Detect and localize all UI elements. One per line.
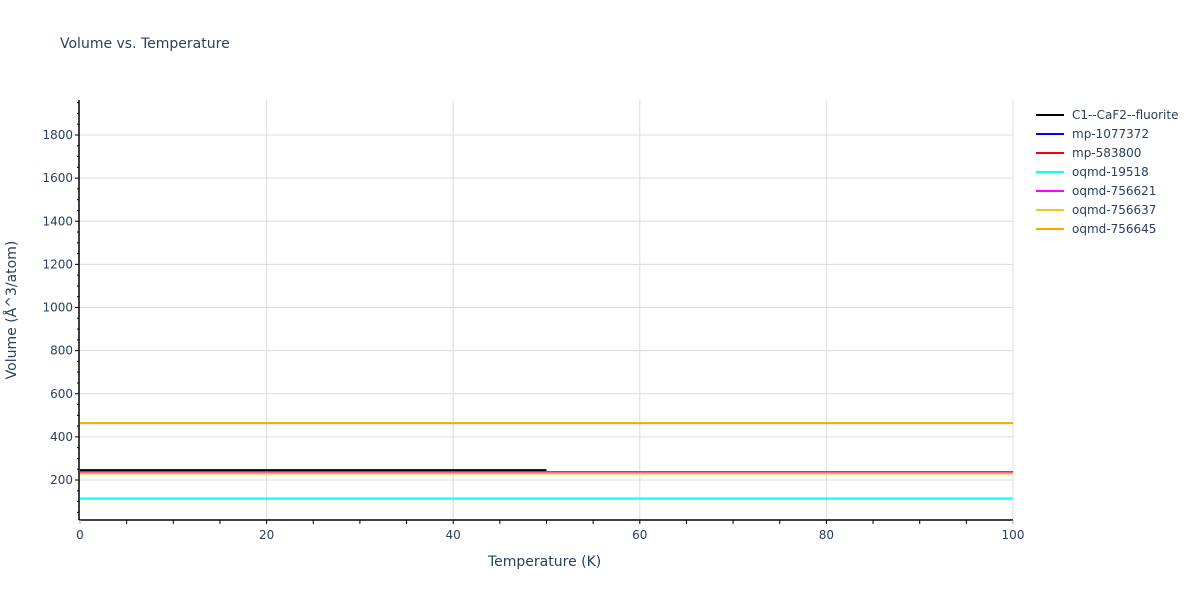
- x-tick-label: 80: [819, 528, 834, 542]
- legend: C1--CaF2--fluorite mp-1077372 mp-583800 …: [1036, 105, 1178, 238]
- legend-label: mp-583800: [1072, 145, 1142, 160]
- legend-item-c1-caf2-fluorite[interactable]: C1--CaF2--fluorite: [1036, 105, 1178, 124]
- chart-title: Volume vs. Temperature: [60, 36, 230, 52]
- legend-swatch: [1036, 151, 1064, 154]
- y-tick-label: 1600: [42, 171, 73, 185]
- x-tick-label: 40: [446, 528, 461, 542]
- legend-swatch: [1036, 189, 1064, 192]
- legend-label: mp-1077372: [1072, 126, 1150, 141]
- y-tick-label: 1400: [42, 214, 73, 228]
- y-tick-label: 1200: [42, 257, 73, 271]
- x-axis-title: Temperature (K): [488, 554, 602, 570]
- legend-item-oqmd-756637[interactable]: oqmd-756637: [1036, 200, 1178, 219]
- legend-label: C1--CaF2--fluorite: [1072, 107, 1179, 122]
- y-tick-label: 800: [50, 344, 73, 358]
- legend-label: oqmd-756637: [1072, 202, 1157, 217]
- legend-swatch: [1036, 208, 1064, 211]
- legend-swatch: [1036, 170, 1064, 173]
- legend-label: oqmd-19518: [1072, 164, 1149, 179]
- legend-label: oqmd-756621: [1072, 183, 1157, 198]
- y-tick-label: 200: [50, 473, 73, 487]
- legend-swatch: [1036, 227, 1064, 230]
- x-tick-label: 20: [259, 528, 274, 542]
- x-tick-label: 60: [632, 528, 647, 542]
- legend-item-mp-1077372[interactable]: mp-1077372: [1036, 124, 1178, 143]
- axes: 200 400 600 800 1000 1200 1400 1600 1800 0 20 40 60 8…: [42, 100, 1024, 542]
- legend-item-oqmd-756621[interactable]: oqmd-756621: [1036, 181, 1178, 200]
- legend-item-oqmd-756645[interactable]: oqmd-756645: [1036, 219, 1178, 238]
- y-tick-label: 600: [50, 387, 73, 401]
- series-lines: [80, 422, 1013, 500]
- x-tick-label: 100: [1002, 528, 1025, 542]
- legend-item-oqmd-19518[interactable]: oqmd-19518: [1036, 162, 1178, 181]
- y-tick-label: 1800: [42, 128, 73, 142]
- legend-label: oqmd-756645: [1072, 221, 1157, 236]
- legend-swatch: [1036, 132, 1064, 135]
- y-tick-label: 400: [50, 430, 73, 444]
- legend-swatch: [1036, 113, 1064, 116]
- legend-item-mp-583800[interactable]: mp-583800: [1036, 143, 1178, 162]
- x-tick-label: 0: [76, 528, 84, 542]
- gridlines: [80, 100, 1014, 519]
- y-tick-label: 1000: [42, 301, 73, 315]
- y-axis-title: Volume (Å^3/atom): [4, 240, 20, 380]
